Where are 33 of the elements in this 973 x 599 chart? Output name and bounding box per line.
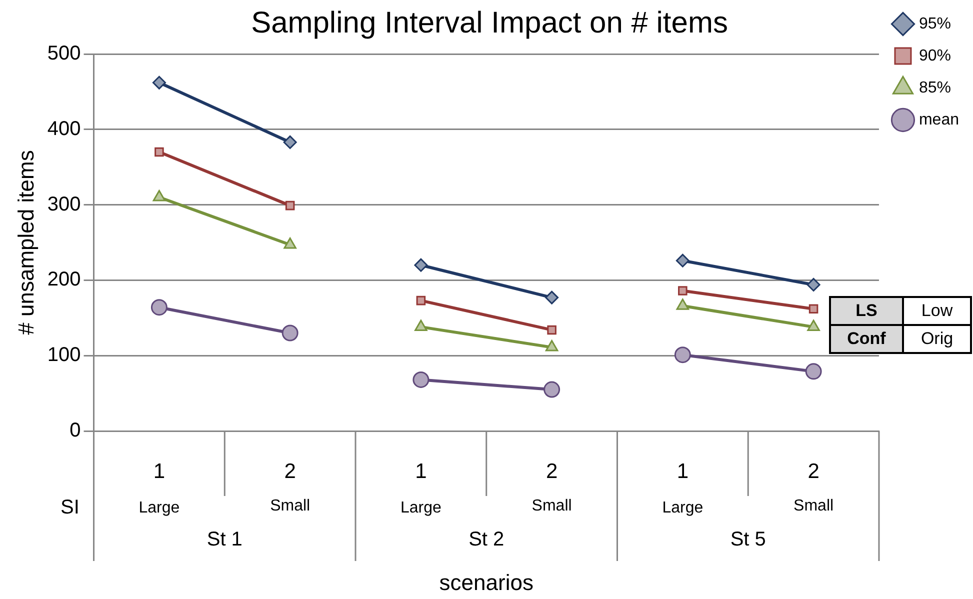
text: St 5 [730, 528, 766, 551]
x-tick-label: 2 [284, 460, 296, 483]
legend-label: 90% [918, 47, 952, 64]
chart-title: Sampling Interval Impact on # items [251, 6, 728, 40]
y-tick-label: 100 [47, 344, 81, 366]
text: St 1 [206, 528, 242, 551]
legend-label: mean [918, 111, 960, 128]
y-tick-label: 200 [47, 268, 81, 291]
y-tick-label: 0 [70, 420, 81, 442]
text: SI [60, 496, 80, 519]
legend-label: 85% [918, 79, 952, 96]
y-tick-label: 400 [47, 118, 81, 140]
annotation: LS [830, 297, 903, 325]
x-tick-label: 1 [415, 460, 427, 483]
legend-label: 95% [918, 15, 952, 32]
x-tick-label: 2 [546, 460, 558, 483]
text: Large [400, 499, 442, 516]
x-tick-label: 1 [676, 460, 689, 483]
x-axis-title: scenarios [439, 570, 534, 596]
x-tick-label: 2 [808, 460, 820, 483]
x-tick-label: 1 [153, 460, 166, 483]
annotation: Conf [830, 325, 903, 353]
y-tick-label: 300 [47, 193, 81, 216]
text: Large [138, 499, 180, 516]
text: Large [662, 499, 704, 516]
y-axis-title: # unsampled items [13, 150, 38, 335]
y-tick-label: 500 [47, 42, 81, 65]
text: Orig [903, 325, 971, 353]
text: Small [532, 497, 572, 514]
text: Low [903, 297, 971, 325]
text: Small [270, 497, 310, 514]
text: Small [794, 497, 834, 514]
text: St 2 [468, 528, 504, 551]
